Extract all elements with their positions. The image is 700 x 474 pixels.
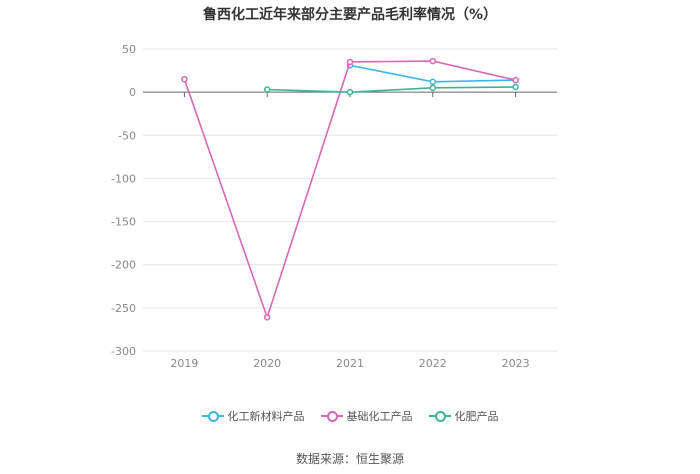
legend: 化工新材料产品 基础化工产品 化肥产品	[0, 408, 700, 424]
series-lines	[181, 57, 519, 321]
data-point	[181, 75, 188, 83]
data-source: 数据来源：恒生聚源	[295, 452, 404, 466]
x-tick-label: 2020	[253, 357, 281, 370]
legend-item[interactable]: 化工新材料产品	[201, 408, 305, 424]
y-tick-label: -150	[111, 216, 136, 229]
legend-marker-icon	[320, 410, 343, 422]
x-tick-label: 2022	[419, 357, 447, 370]
legend-label: 化肥产品	[454, 410, 499, 423]
data-point	[263, 314, 271, 321]
data-point	[429, 78, 437, 86]
y-axis-ticks: 50 0 -50 -100 -150 -200 -250 -300	[111, 43, 136, 358]
legend-item[interactable]: 基础化工产品	[320, 408, 413, 424]
series-line	[183, 60, 516, 320]
y-tick-label: 0	[129, 86, 136, 99]
legend-label: 化工新材料产品	[227, 410, 305, 423]
y-tick-label: -200	[111, 259, 136, 272]
y-tick-label: 50	[122, 43, 136, 56]
series-line	[267, 86, 516, 93]
grid-lines	[143, 48, 557, 352]
data-point	[512, 76, 519, 84]
data-point	[429, 57, 437, 65]
legend-label: 基础化工产品	[346, 410, 413, 423]
x-tick-label: 2021	[336, 357, 364, 370]
data-point	[512, 83, 519, 91]
x-tick-label: 2019	[170, 357, 198, 370]
legend-marker-icon	[428, 410, 451, 422]
y-tick-label: -250	[111, 302, 136, 315]
data-point	[263, 86, 271, 93]
x-axis: 2019 2020 2021 2022 2023	[143, 91, 557, 370]
chart-title: 鲁西化工近年来部分主要产品毛利率情况（%）	[202, 7, 498, 23]
data-point	[346, 58, 354, 66]
legend-marker-icon	[201, 410, 224, 422]
y-tick-label: -50	[118, 129, 136, 142]
y-tick-label: -300	[111, 345, 136, 358]
data-point	[429, 84, 437, 92]
legend-item[interactable]: 化肥产品	[428, 408, 499, 424]
data-point	[346, 88, 354, 96]
x-tick-label: 2023	[502, 357, 530, 370]
y-tick-label: -100	[111, 172, 136, 185]
